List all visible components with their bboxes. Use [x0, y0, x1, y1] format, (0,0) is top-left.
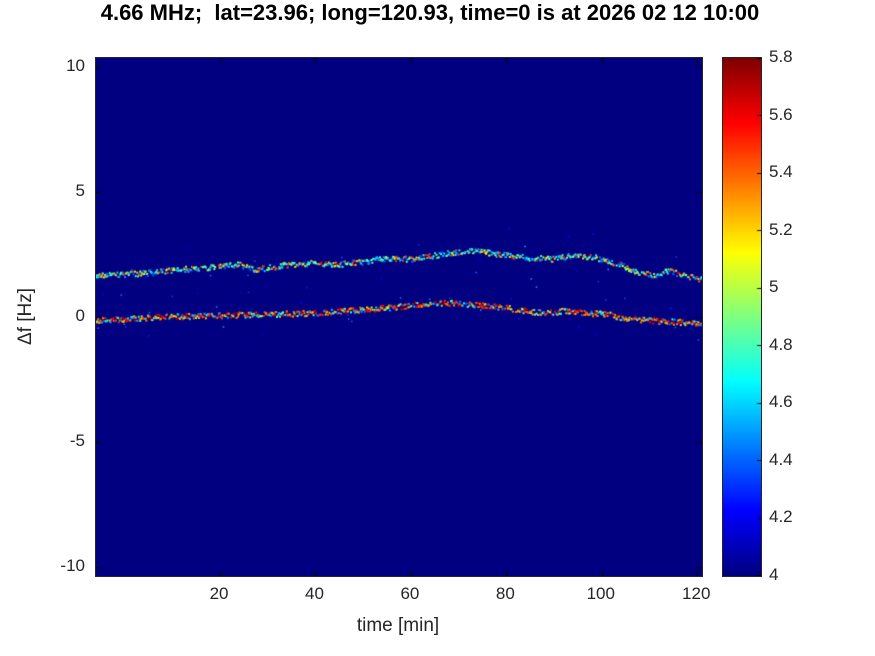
colorbar-tick-label: 4.6	[769, 392, 793, 412]
x-tick-label: 120	[682, 584, 711, 603]
x-axis-label: time [min]	[356, 615, 440, 636]
colorbar-tick-label: 5.4	[769, 162, 793, 182]
colorbar-tick-label: 5.8	[769, 47, 793, 66]
colorbar-tick-label: 4	[769, 565, 779, 584]
y-axis-label: Δf [Hz]	[15, 287, 36, 345]
y-tick-label: -10	[60, 556, 85, 575]
x-tick-label: 100	[586, 584, 615, 603]
heatmap-canvas	[95, 57, 703, 577]
x-tick-label: 40	[305, 584, 324, 603]
chart-title: 4.66 MHz; lat=23.96; long=120.93, time=0…	[100, 0, 760, 25]
colorbar-tick-label: 4.2	[769, 507, 793, 527]
colorbar-tick-label: 5.2	[769, 219, 793, 239]
x-tick-label: 60	[400, 584, 420, 603]
y-tick-label: 5	[75, 181, 85, 200]
colorbar-tick-label: 5.6	[769, 104, 793, 124]
colorbar-tick-label: 5	[769, 277, 779, 297]
x-tick-label: 80	[495, 584, 515, 603]
y-tick-label: 10	[66, 56, 85, 75]
y-tick-label: 0	[75, 306, 85, 325]
colorbar-tick-label: 4.8	[769, 334, 793, 354]
y-tick-label: -5	[69, 431, 85, 450]
colorbar-tick-label: 4.4	[769, 449, 793, 469]
colorbar-canvas	[722, 57, 762, 577]
x-tick-label: 20	[209, 584, 229, 603]
